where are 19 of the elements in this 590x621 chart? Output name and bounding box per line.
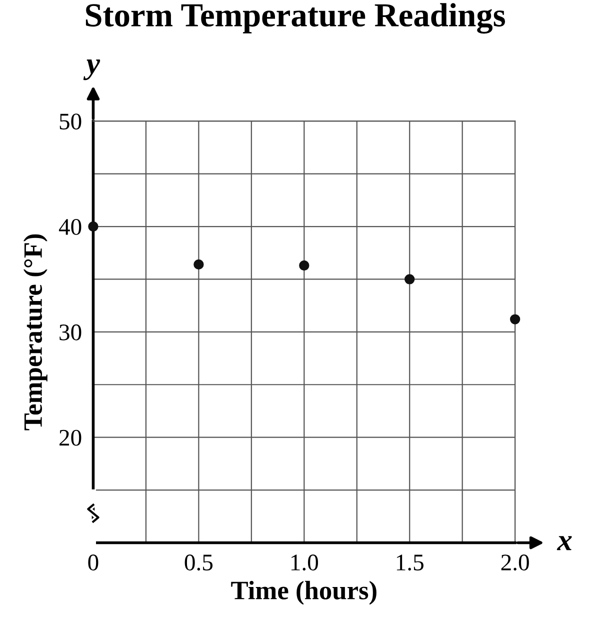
y-tick-label: 20: [60, 430, 82, 446]
point: [510, 314, 520, 324]
y-tick-label: 50: [60, 114, 82, 130]
y-tick-label: 30: [60, 324, 82, 340]
point: [88, 221, 98, 232]
x-tick-label: 1.0: [291, 554, 318, 571]
point: [299, 260, 310, 271]
text: x: [556, 536, 572, 550]
y-axis-title: Temperature (°F): [23, 234, 48, 430]
x-tick-label: 0: [88, 554, 98, 570]
x-tick-label: 0.5: [184, 554, 213, 571]
x-tick-label: 2.0: [501, 554, 529, 571]
x-axis-title: Time (hours): [231, 580, 376, 605]
point: [404, 274, 415, 284]
x-tick-label: 1.5: [396, 554, 424, 571]
y-tick-label: 40: [58, 219, 82, 235]
point: [194, 259, 204, 270]
chart-title: Storm Temperature Readings: [86, 3, 506, 34]
text: y: [83, 60, 100, 80]
